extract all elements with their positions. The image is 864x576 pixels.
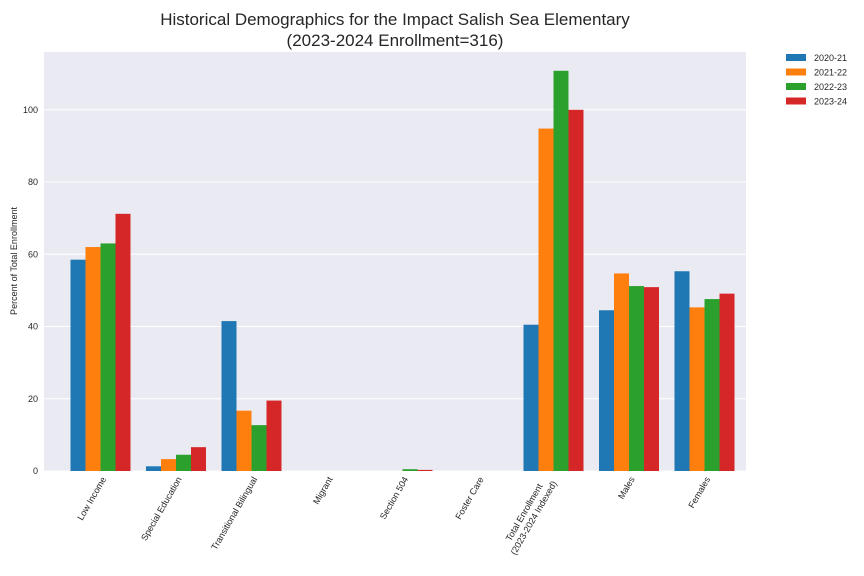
y-tick-label: 20 <box>28 394 38 404</box>
bar <box>70 259 86 471</box>
legend-label: 2021-22 <box>814 68 847 78</box>
legend-swatch <box>786 97 806 105</box>
bar <box>644 287 659 471</box>
bar <box>568 109 584 472</box>
bar <box>538 128 554 471</box>
y-tick-label: 100 <box>23 105 38 115</box>
bar <box>402 469 418 471</box>
bar <box>417 469 433 471</box>
legend-label: 2023-24 <box>814 97 847 107</box>
y-tick-label: 40 <box>28 322 38 332</box>
legend-label: 2020-21 <box>814 53 847 63</box>
bar <box>266 400 282 471</box>
bar <box>674 271 690 471</box>
y-axis-ticks: 0 20 40 60 80 100 <box>23 105 38 476</box>
bar <box>176 454 191 471</box>
bar <box>191 447 206 471</box>
bar <box>251 425 267 471</box>
bar <box>704 299 720 471</box>
bar <box>523 324 539 471</box>
y-tick-label: 0 <box>33 466 38 476</box>
bar <box>614 273 629 471</box>
bar <box>599 310 614 471</box>
legend-swatch <box>786 54 806 61</box>
legend: 2020-21 2021-22 2022-23 2023-24 <box>786 53 847 107</box>
y-tick-label: 80 <box>28 177 38 187</box>
bar <box>221 321 237 471</box>
chart-title-line-1: Historical Demographics for the Impact S… <box>160 10 630 29</box>
bar <box>100 243 116 471</box>
legend-swatch <box>786 68 806 76</box>
chart-title-line-2: (2023-2024 Enrollment=316) <box>287 31 504 50</box>
legend-swatch <box>786 83 806 90</box>
bar <box>689 307 705 471</box>
bar <box>85 247 101 471</box>
bar <box>553 70 569 471</box>
bars <box>70 70 735 472</box>
bar <box>115 213 131 472</box>
bar <box>629 286 644 471</box>
y-tick-label: 60 <box>28 249 38 259</box>
bar <box>146 466 161 471</box>
legend-label: 2022-23 <box>814 82 847 92</box>
bar <box>719 293 735 471</box>
bar <box>161 459 176 471</box>
y-axis-label: Percent of Total Enrollment <box>9 207 19 315</box>
bar <box>236 410 252 471</box>
